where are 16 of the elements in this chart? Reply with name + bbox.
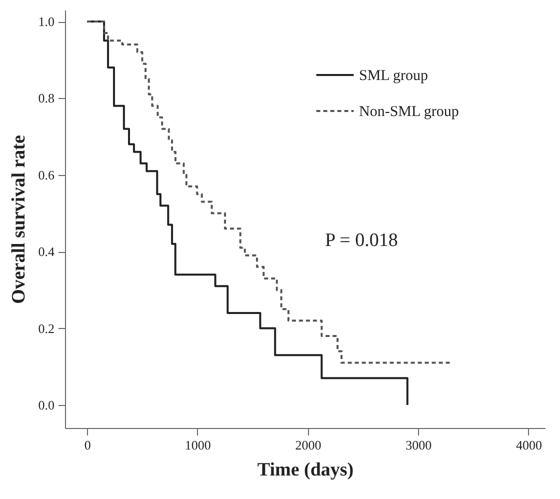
x-tick-label: 4000	[516, 438, 542, 452]
legend-label: Non-SML group	[359, 104, 459, 120]
x-tick-label: 2000	[295, 438, 322, 452]
y-tick-label: 0.0	[38, 397, 54, 412]
legend-label: SML group	[359, 68, 428, 84]
x-tick-label: 1000	[184, 438, 211, 452]
x-tick-label: 3000	[406, 438, 432, 452]
y-tick-label: 0.2	[38, 320, 54, 336]
annotation: P = 0.018	[325, 230, 398, 251]
y-tick-label: 0.4	[38, 244, 55, 260]
y-tick-label: 0.6	[38, 167, 55, 182]
y-tick-label: 1.0	[38, 14, 54, 30]
y-tick-label: 0.8	[38, 90, 54, 106]
y-axis-title: Overall survival rate	[8, 135, 30, 304]
x-axis-title: Time (days)	[257, 460, 354, 480]
x-tick-label: 0	[84, 438, 91, 452]
